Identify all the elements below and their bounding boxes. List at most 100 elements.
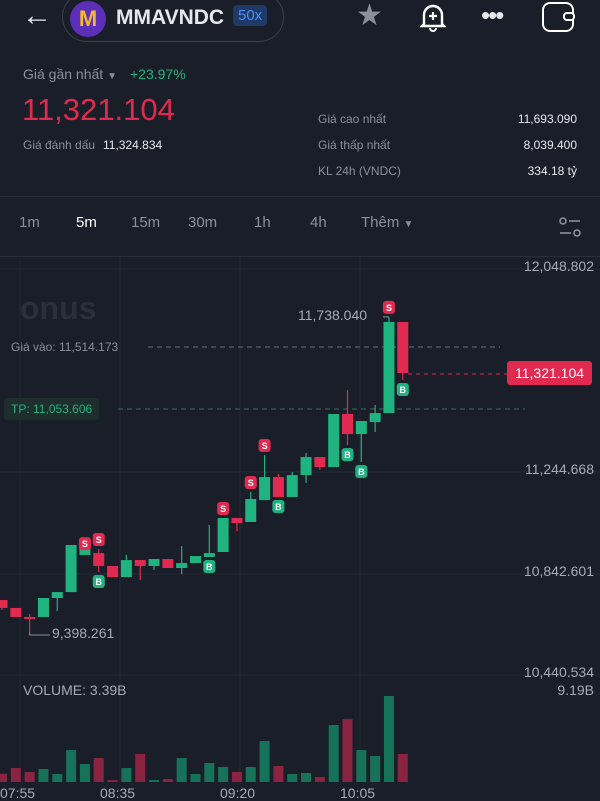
candle-body [107,565,119,578]
candle-body [134,560,146,566]
caret-down-icon: ▼ [107,71,117,82]
stat-value: 334.18 tỷ [527,164,577,178]
buy-marker-label: B [400,385,407,395]
volume-bar [383,696,394,782]
x-tick: 10:05 [340,785,376,801]
volume-bar [107,780,118,782]
candle-body [217,517,229,552]
candle-body [259,477,271,501]
timeframe-more[interactable]: Thêm ▼ [361,214,413,231]
timeframe-5m[interactable]: 5m [76,214,97,231]
x-tick: 07:55 [0,785,36,801]
volume-bar [273,765,284,782]
timeframe-30m[interactable]: 30m [188,214,218,231]
candle-body [355,420,367,435]
timeframe-15m[interactable]: 15m [131,214,161,231]
candle-body [314,457,326,467]
volume-label: VOLUME: 3.39B [23,682,127,698]
volume-bar [356,750,367,782]
candle-body [24,616,36,619]
tp-label: TP: 11,053.606 [4,398,100,420]
volume-bar [93,758,104,782]
sell-marker-label: S [386,303,392,313]
buy-marker [396,382,409,396]
caret-down-icon: ▼ [403,219,414,230]
timeframe-1h[interactable]: 1h [254,214,271,231]
timeframe-4h[interactable]: 4h [310,214,327,231]
mark-price: 11,324.834 [103,138,163,152]
volume-bar [231,772,242,782]
price-type-label: Giá gần nhất [23,66,104,82]
volume-bar [397,753,408,782]
watermark-logo: onus [20,290,97,326]
x-tick: 08:35 [100,785,136,801]
candle-body [120,560,132,578]
stat-value: 11,693.090 [517,112,577,126]
candle-body [93,553,105,566]
volume-bar [218,766,229,782]
volume-bar [245,766,256,782]
sell-marker [92,533,105,547]
candle-body [231,517,243,524]
stat-label: Giá thấp nhất [318,138,391,152]
buy-marker [355,465,368,479]
stat-value: 8,039.400 [523,138,577,152]
mark-price-label: Giá đánh dấu [23,138,96,152]
stat-label: Giá cao nhất [318,112,387,126]
bell-plus-icon[interactable] [419,2,447,32]
divider [0,256,600,257]
sell-marker-label: S [96,535,102,545]
wallet-icon[interactable] [542,2,575,32]
buy-marker [272,499,285,513]
divider [0,196,600,197]
candle-body [286,475,298,497]
entry-price-label: Giá vào: 11,514.173 [11,340,119,354]
timeframe-1m[interactable]: 1m [19,214,40,231]
volume-max: 9.19B [557,682,594,698]
sell-marker-label: S [220,504,226,514]
volume-bar [259,741,270,782]
sell-marker-label: S [82,539,88,549]
low-label: 9,398.261 [52,625,115,641]
last-price: 11,321.104 [22,92,175,127]
volume-bar [176,758,187,782]
volume-bar [66,750,77,782]
low-marker-line [29,631,50,636]
star-icon[interactable]: ★ [356,0,383,32]
symbol-selector[interactable] [62,0,284,42]
candle-body [342,414,353,435]
volume-bar [162,779,173,782]
buy-marker-label: B [275,502,282,512]
y-tick: 11,244.668 [524,461,594,477]
buy-marker-label: B [206,562,213,572]
volume-bar [314,776,325,782]
buy-marker-label: B [358,467,365,477]
candle-body [176,563,188,569]
sell-marker-label: S [248,478,254,488]
back-arrow-icon[interactable]: ← [22,0,52,32]
leverage-badge: 50x [233,5,268,26]
volume-bar [204,762,215,782]
more-icon[interactable]: ••• [481,0,504,30]
coin-logo: M [70,1,106,37]
y-tick: 12,048.802 [523,258,594,274]
candle-body [272,477,284,497]
candle-body [162,558,174,569]
buy-marker [92,575,105,589]
volume-bar [52,773,63,782]
symbol-name: MMAVNDC [116,6,225,29]
candle-body [189,556,201,564]
candle-body [203,553,215,557]
candle-body [397,322,409,373]
buy-marker-label: B [95,577,102,587]
indicator-settings-icon[interactable] [558,216,582,238]
candle-body [245,499,257,523]
volume-bar [0,773,7,782]
price-type-dropdown[interactable]: Giá gần nhất ▼ [23,66,117,82]
volume-bar [38,769,49,782]
volume-bar [190,773,201,782]
volume-bar [328,724,339,782]
volume-bar [10,768,21,782]
sell-marker [244,476,257,490]
